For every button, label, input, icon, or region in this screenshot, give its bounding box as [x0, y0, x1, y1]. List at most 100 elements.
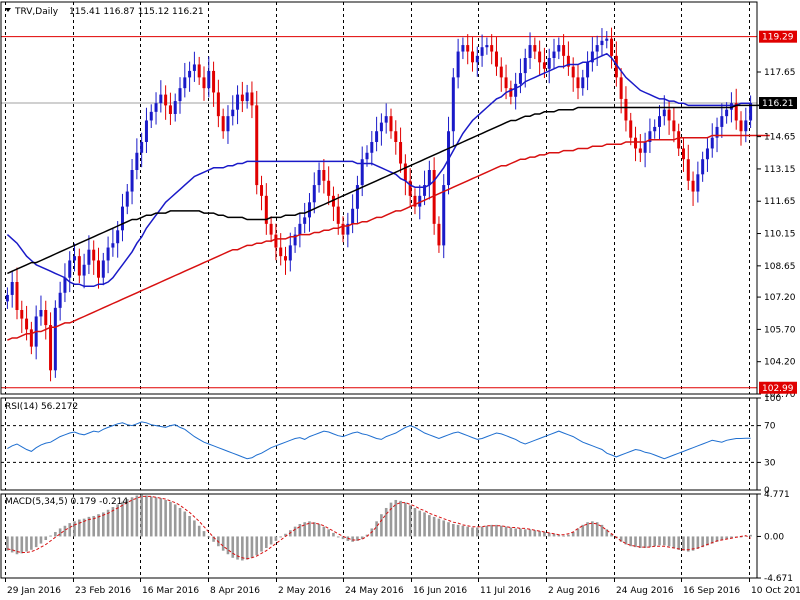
candle[interactable] — [461, 37, 465, 60]
candle[interactable] — [744, 107, 748, 143]
candle[interactable] — [236, 85, 240, 125]
candle[interactable] — [552, 38, 556, 69]
candle[interactable] — [528, 32, 532, 69]
candle[interactable] — [379, 113, 383, 146]
candle[interactable] — [331, 186, 335, 222]
candle[interactable] — [63, 263, 67, 303]
candle[interactable] — [322, 159, 326, 194]
candle[interactable] — [68, 251, 72, 293]
candle[interactable] — [140, 132, 144, 168]
candle[interactable] — [691, 171, 695, 206]
candle[interactable] — [173, 93, 177, 122]
candle[interactable] — [720, 103, 724, 138]
candle[interactable] — [648, 118, 652, 153]
candle[interactable] — [92, 240, 96, 275]
candle[interactable] — [490, 34, 494, 65]
candle[interactable] — [226, 105, 230, 144]
candle[interactable] — [53, 300, 57, 378]
candle[interactable] — [101, 252, 105, 286]
candle[interactable] — [595, 35, 599, 66]
candle[interactable] — [538, 40, 542, 76]
candle[interactable] — [44, 300, 48, 340]
candle[interactable] — [144, 107, 148, 153]
candle[interactable] — [29, 321, 33, 355]
candle[interactable] — [346, 212, 350, 248]
candle[interactable] — [643, 132, 647, 168]
candle[interactable] — [437, 216, 441, 253]
candle[interactable] — [475, 46, 479, 77]
candle[interactable] — [269, 216, 273, 243]
candle[interactable] — [15, 267, 19, 320]
candle[interactable] — [355, 175, 359, 224]
candle[interactable] — [274, 223, 278, 261]
candle[interactable] — [351, 194, 355, 234]
candle[interactable] — [403, 154, 407, 196]
candle[interactable] — [624, 86, 628, 132]
candle[interactable] — [293, 227, 297, 253]
candle[interactable] — [399, 127, 403, 173]
candle[interactable] — [375, 116, 379, 152]
candle[interactable] — [605, 31, 609, 49]
candle[interactable] — [5, 287, 9, 309]
candle[interactable] — [576, 64, 580, 100]
candle[interactable] — [686, 144, 690, 191]
candle[interactable] — [49, 312, 53, 382]
candle[interactable] — [451, 68, 455, 146]
candle[interactable] — [413, 188, 417, 215]
candle[interactable] — [231, 95, 235, 126]
candle[interactable] — [456, 38, 460, 89]
candle[interactable] — [394, 120, 398, 155]
candle[interactable] — [562, 34, 566, 69]
candle[interactable] — [73, 243, 77, 272]
price-panel[interactable] — [1, 27, 770, 389]
candle[interactable] — [87, 235, 91, 275]
candle[interactable] — [677, 123, 681, 156]
candle[interactable] — [116, 221, 120, 258]
candle[interactable] — [672, 107, 676, 143]
candle[interactable] — [610, 27, 614, 69]
candle[interactable] — [312, 172, 316, 214]
candle[interactable] — [120, 193, 124, 242]
candle[interactable] — [442, 174, 446, 259]
candle[interactable] — [197, 56, 201, 85]
candle[interactable] — [202, 66, 206, 101]
candle[interactable] — [149, 104, 153, 128]
candle[interactable] — [97, 247, 100, 289]
candle[interactable] — [39, 295, 43, 326]
candle[interactable] — [705, 137, 709, 172]
candle[interactable] — [260, 175, 264, 211]
candle[interactable] — [619, 68, 623, 114]
candle[interactable] — [427, 160, 431, 200]
candle[interactable] — [749, 95, 753, 128]
candle[interactable] — [518, 58, 522, 94]
candle[interactable] — [284, 246, 287, 275]
candle[interactable] — [389, 108, 393, 139]
candle[interactable] — [240, 81, 244, 113]
candle[interactable] — [629, 112, 633, 146]
candle[interactable] — [384, 103, 388, 134]
candle[interactable] — [192, 51, 196, 82]
candle[interactable] — [341, 216, 345, 243]
candle[interactable] — [600, 28, 604, 57]
candle[interactable] — [168, 92, 172, 125]
candle[interactable] — [154, 92, 158, 125]
candle[interactable] — [245, 84, 249, 109]
candle[interactable] — [135, 138, 139, 180]
candle[interactable] — [58, 281, 62, 321]
candle[interactable] — [710, 123, 714, 158]
candle[interactable] — [207, 56, 211, 98]
candle[interactable] — [590, 37, 594, 72]
candle[interactable] — [566, 41, 570, 76]
candle[interactable] — [111, 228, 115, 257]
candle[interactable] — [303, 202, 307, 234]
candle[interactable] — [494, 37, 498, 76]
candle[interactable] — [307, 193, 311, 232]
candle[interactable] — [255, 90, 259, 195]
candle[interactable] — [264, 183, 268, 235]
candle[interactable] — [130, 159, 134, 205]
candle[interactable] — [557, 37, 561, 60]
candle[interactable] — [533, 37, 537, 60]
candle[interactable] — [571, 57, 575, 92]
candle[interactable] — [10, 271, 14, 308]
candle[interactable] — [485, 37, 489, 55]
